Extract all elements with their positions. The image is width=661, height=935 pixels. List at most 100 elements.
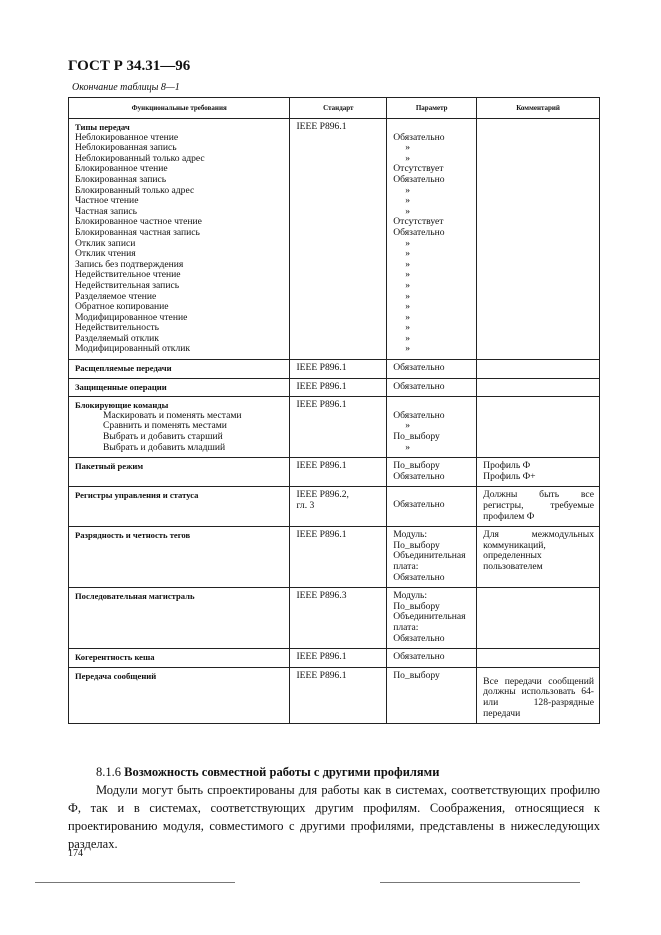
scan-artifact-line <box>35 882 235 883</box>
list-item: Обратное копирование <box>75 301 169 313</box>
section-number: 8.1.6 <box>96 765 121 779</box>
param-item: » <box>405 269 410 281</box>
param-item: » <box>405 343 410 355</box>
column-header: Стандарт <box>289 97 388 119</box>
list-item: Неблокированный только адрес <box>75 152 205 164</box>
cell-text: Разрядность и четность тегов <box>75 530 191 541</box>
param-item: Обязательно <box>393 131 445 143</box>
list-item: Маскировать и поменять местами <box>103 409 242 421</box>
cell-text: IEEE P896.1 <box>296 651 347 663</box>
cell-text: Должны быть все регистры, требуемые проф… <box>483 489 594 522</box>
table-caption: Окончание таблицы 8—1 <box>72 82 180 93</box>
param-item: » <box>405 332 410 344</box>
table-row: Пакетный режим IEEE P896.1 По_выбору Обяза… <box>67 457 600 488</box>
list-item: Отклик чтения <box>75 248 136 260</box>
list-item: Сравнить и поменять местами <box>103 420 227 432</box>
group-title: Типы передач <box>75 122 130 132</box>
column-header: Комментарий <box>476 97 600 119</box>
cell-text: Для межмодульных коммуникаций, определен… <box>483 529 594 572</box>
param-item: » <box>405 152 410 164</box>
list-item: Блокированное чтение <box>75 163 168 175</box>
list-item: Отклик записи <box>75 237 136 249</box>
column-header: Параметр <box>386 97 478 119</box>
cell-text: Обязательно <box>393 362 445 374</box>
document-header: ГОСТ Р 34.31—96 <box>68 58 191 74</box>
param-item: » <box>405 205 410 217</box>
scan-artifact-line <box>380 882 580 883</box>
cell-text: IEEE P896.1 <box>296 362 347 374</box>
list-item: Неблокированное чтение <box>75 131 179 143</box>
list-item: Модифицированное чтение <box>75 311 188 323</box>
param-item: » <box>405 290 410 302</box>
param-item: » <box>405 237 410 249</box>
param-item: » <box>405 195 410 207</box>
list-item: Неблокированная запись <box>75 142 177 154</box>
list-item: Выбрать и добавить старший <box>103 431 223 443</box>
list-item: Запись без подтверждения <box>75 258 184 270</box>
cell-text: Обязательно <box>393 651 445 663</box>
cell-text: По_выбору <box>393 669 440 681</box>
param-item: » <box>405 301 410 313</box>
section-heading: 8.1.6 Возможность совместной работы с др… <box>96 765 439 780</box>
param-item: » <box>405 258 410 270</box>
table-row: Блокирующие команды Маскировать и поменят… <box>67 396 600 459</box>
requirements-table: Функциональные требования Стандарт Парам… <box>67 97 600 725</box>
param-item: Обязательно <box>393 409 445 421</box>
list-item: Блокированная частная запись <box>75 226 200 238</box>
param-item: Отсутствует <box>393 163 444 175</box>
list-item: Разделяемый отклик <box>75 332 159 344</box>
param-item: » <box>405 441 410 453</box>
cell-text: Обязательно <box>393 380 445 392</box>
page-number: 174 <box>68 848 83 859</box>
cell-text: Защищенные операции <box>75 381 167 392</box>
cell-text: Модуль: По_выбору Объединительная плата:… <box>393 529 466 583</box>
param-item: Обязательно <box>393 226 445 238</box>
param-item: » <box>405 184 410 196</box>
param-item: » <box>405 279 410 291</box>
list-item: Недействительная запись <box>75 279 180 291</box>
cell-text: Все передачи сообщений должны использова… <box>483 675 594 719</box>
cell-text: Когерентность кеша <box>75 652 155 663</box>
cell-text: IEEE P896.1 <box>296 669 347 681</box>
cell-text: Последовательная магистраль <box>75 591 195 602</box>
cell-text: Модуль: По_выбору Объединительная плата:… <box>393 590 466 644</box>
section-title: Возможность совместной работы с другими … <box>124 765 440 779</box>
table-row: Типы передач Неблокированное чтение Неблок… <box>67 117 600 361</box>
group-title: Блокирующие команды <box>75 400 169 411</box>
param-item: » <box>405 142 410 154</box>
table-row: Разрядность и четность тегов IEEE P896.1 М… <box>67 526 600 589</box>
list-item: Блокированное частное чтение <box>75 216 202 228</box>
cell-text: IEEE P896.1 <box>296 121 347 132</box>
cell-text: Обязательно <box>393 499 445 511</box>
param-item: Обязательно <box>393 173 445 185</box>
table-row: Регистры управления и статуса IEEE P896.2… <box>67 486 600 528</box>
cell-text: IEEE P896.2, гл. 3 <box>296 489 349 511</box>
table-row: Передача сообщений IEEE P896.1 По_выбору Вс… <box>67 666 600 725</box>
table-row: Защищенные операции IEEE P896.1 Обязательн… <box>67 377 600 398</box>
cell-text: IEEE P896.1 <box>296 399 347 411</box>
cell-text: Передача сообщений <box>75 670 157 681</box>
cell-text: Регистры управления и статуса <box>75 490 199 501</box>
cell-text: Пакетный режим <box>75 461 144 472</box>
cell-text: IEEE P896.1 <box>296 460 347 472</box>
cell-text: IEEE P896.1 <box>296 529 347 541</box>
table-header-row: Функциональные требования Стандарт Парам… <box>67 97 600 119</box>
list-item: Выбрать и добавить младший <box>103 441 226 453</box>
table-row: Когерентность кеша IEEE P896.1 Обязательно <box>67 648 600 668</box>
list-item: Блокированный только адрес <box>75 184 195 196</box>
cell-text: Расщепляемые передачи <box>75 363 172 374</box>
column-header: Функциональные требования <box>67 97 291 119</box>
list-item: Недействительность <box>75 322 160 334</box>
table-row: Последовательная магистраль IEEE P896.3 Мо… <box>67 587 600 650</box>
body-paragraph: Модули могут быть спроектированы для раб… <box>68 783 600 851</box>
cell-text: IEEE P896.1 <box>296 380 347 392</box>
list-item: Частное чтение <box>75 195 139 207</box>
param-item: По_выбору <box>393 431 440 443</box>
list-item: Частная запись <box>75 205 137 217</box>
param-item: » <box>405 420 410 432</box>
cell-text: Профиль Ф Профиль Ф+ <box>483 460 536 482</box>
list-item: Блокированная запись <box>75 173 167 185</box>
table-row: Расщепляемые передачи IEEE P896.1 Обязател… <box>67 359 600 379</box>
list-item: Разделяемое чтение <box>75 290 157 302</box>
